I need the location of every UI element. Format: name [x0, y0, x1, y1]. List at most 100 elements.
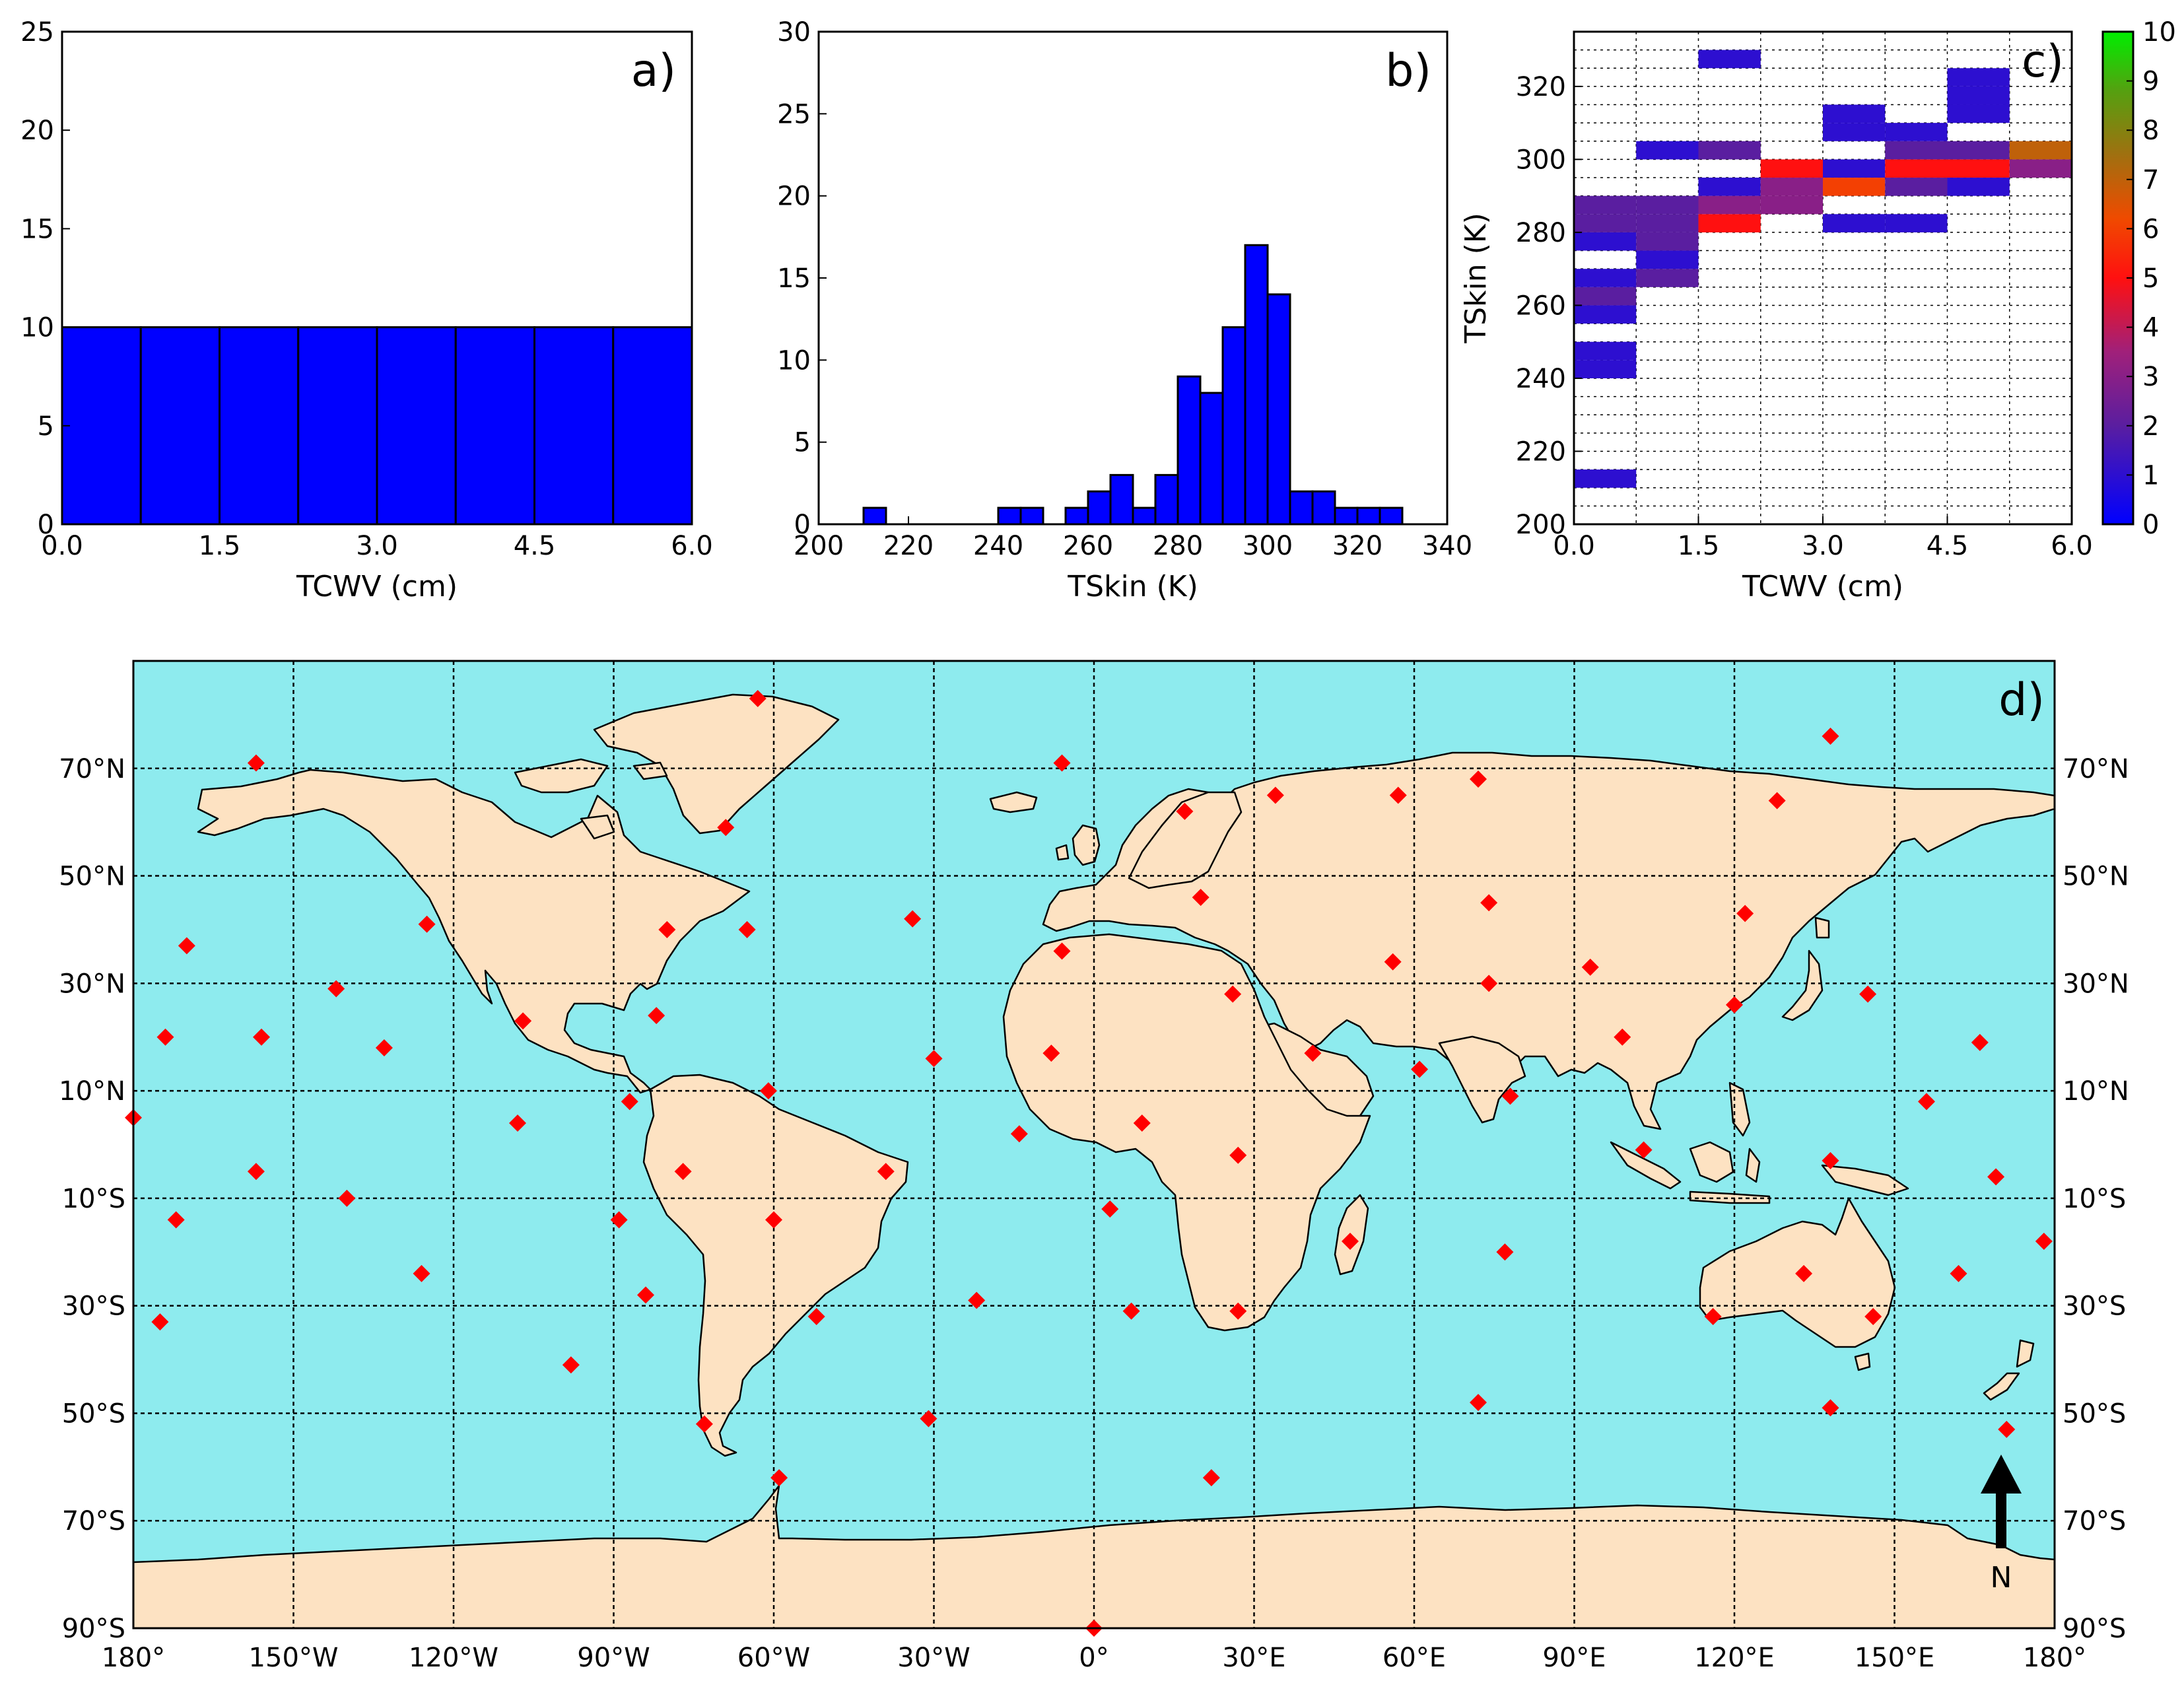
station-marker — [1496, 1243, 1514, 1261]
station-marker — [637, 1286, 654, 1304]
lon-tick-label: 180° — [102, 1643, 165, 1673]
histogram-tskin-bar — [1379, 506, 1404, 526]
histogram-tskin-bar — [1199, 392, 1224, 526]
histogram-tcwv-bar — [219, 326, 300, 526]
lat-tick-label-left: 10°S — [62, 1184, 125, 1214]
station-marker — [509, 1114, 526, 1132]
y-tick-label: 20 — [777, 182, 811, 212]
y-tick-label: 280 — [1516, 218, 1566, 248]
station-marker — [1614, 1028, 1631, 1046]
north-arrow-icon — [1981, 1455, 2022, 1548]
station-marker — [674, 1163, 692, 1181]
station-marker — [1501, 1087, 1519, 1105]
lat-tick-label-left: 30°S — [62, 1291, 125, 1322]
station-marker — [1822, 727, 1839, 745]
lon-tick-label: 90°E — [1542, 1643, 1606, 1673]
heatmap-cell — [1636, 269, 1699, 287]
colorbar-ticks: 0 1 2 3 4 5 6 7 8 9 10 — [2127, 17, 2176, 540]
y-tick-label: 300 — [1516, 145, 1566, 175]
southeast-asian-islands — [1610, 1082, 1909, 1204]
station-marker — [749, 689, 767, 707]
station-marker — [1795, 1264, 1813, 1282]
histogram-tcwv-bar — [297, 326, 378, 526]
lat-tick-label-right: 50°S — [2063, 1398, 2126, 1429]
histogram-tskin-bar — [1177, 375, 1202, 526]
station-marker — [1384, 953, 1402, 971]
y-tick-label: 20 — [20, 116, 54, 146]
histogram-tskin-frame — [817, 30, 1449, 526]
x-tick-label: 0.0 — [1553, 531, 1595, 561]
heatmap-cell — [2009, 141, 2072, 160]
station-marker — [807, 1307, 825, 1325]
x-tick-label: 320 — [1332, 531, 1382, 561]
panel-label-c: c) — [2022, 36, 2064, 88]
heatmap-cell — [1574, 360, 1637, 378]
station-marker — [695, 1415, 713, 1433]
station-marker — [375, 1039, 393, 1056]
histogram-tskin-bar — [862, 506, 887, 526]
y-tick-label: 10 — [777, 345, 811, 376]
station-marker — [877, 1163, 895, 1181]
station-marker — [1736, 905, 1754, 922]
map-graticule — [133, 661, 2055, 1628]
station-marker — [1480, 975, 1498, 992]
station-marker — [717, 819, 735, 837]
histogram-tskin-bar — [1266, 293, 1291, 526]
station-marker — [1859, 985, 1877, 1003]
station-marker — [1266, 786, 1284, 804]
heatmap-cell — [1885, 178, 1948, 196]
station-marker — [1122, 1302, 1140, 1320]
heatmap-cell — [1698, 50, 1761, 69]
histogram-tskin-bar — [1221, 326, 1246, 526]
south-america-landmass — [642, 1074, 909, 1457]
station-marker — [247, 754, 265, 772]
station-marker — [1389, 786, 1407, 804]
station-marker — [1304, 1045, 1322, 1062]
x-tick-label: 3.0 — [1802, 531, 1844, 561]
colorbar-tick-label: 3 — [2142, 362, 2159, 392]
y-tick-label: 0 — [38, 510, 54, 540]
station-marker — [562, 1356, 580, 1374]
lat-tick-label-right: 10°S — [2063, 1184, 2126, 1214]
station-marker — [1822, 1151, 1839, 1169]
lon-tick-label: 0° — [1079, 1643, 1109, 1673]
colorbar-tick-label: 7 — [2142, 165, 2159, 195]
station-marker — [1192, 889, 1210, 907]
heatmap-cell — [1636, 195, 1699, 215]
histogram-tskin-bar — [1019, 506, 1044, 526]
x-tick-label: 240 — [973, 531, 1023, 561]
station-marker — [738, 920, 756, 938]
station-marker — [413, 1264, 430, 1282]
y-tick-label: 5 — [794, 428, 811, 458]
histogram-tcwv-bar — [533, 326, 615, 526]
lon-tick-label: 150°W — [249, 1643, 339, 1673]
heatmap-ylabel: TSkin (K) — [1459, 213, 1493, 344]
y-tick-label: 15 — [777, 263, 811, 294]
station-marker — [327, 980, 345, 998]
y-tick-label: 25 — [777, 99, 811, 129]
station-marker — [1726, 996, 1743, 1013]
station-marker — [2035, 1233, 2053, 1250]
lon-tick-label: 30°W — [897, 1643, 970, 1673]
map-frame — [132, 660, 2056, 1630]
station-marker — [968, 1291, 986, 1309]
station-marker — [1581, 958, 1599, 976]
map-ticks: 180° 150°W 120°W 90°W 60°W 30°W 0° 30°E 60°E 90°E… — [59, 754, 2129, 1673]
panel-label-b: b) — [1385, 45, 1431, 97]
y-tick-label: 240 — [1516, 364, 1566, 394]
histogram-tskin-xlabel: TSkin (K) — [1067, 570, 1198, 603]
x-tick-label: 3.0 — [356, 531, 398, 561]
heatmap-cell — [1885, 141, 1948, 160]
lat-tick-label-left: 10°N — [59, 1076, 125, 1107]
x-tick-label: 1.5 — [1678, 531, 1720, 561]
histogram-tskin-bar — [1064, 506, 1089, 526]
lat-tick-label-left: 70°S — [62, 1506, 125, 1536]
station-marker — [1229, 1146, 1247, 1164]
histogram-tcwv-panel: 0.0 1.5 3.0 4.5 6.0 0 5 10 15 20 25 a) TCWV (cm) — [20, 17, 713, 603]
x-tick-label: 200 — [794, 531, 844, 561]
station-marker — [1053, 942, 1071, 960]
lon-tick-label: 120°E — [1694, 1643, 1775, 1673]
heatmap-cell — [1698, 141, 1761, 160]
